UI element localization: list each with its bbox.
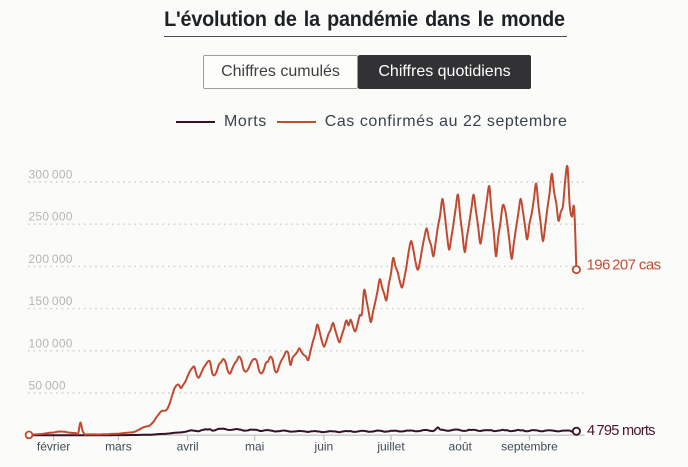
svg-text:juin: juin <box>314 440 334 454</box>
svg-text:50 000: 50 000 <box>29 379 66 393</box>
svg-text:200 000: 200 000 <box>29 252 73 266</box>
svg-text:100 000: 100 000 <box>29 336 73 350</box>
svg-text:4 795 morts: 4 795 morts <box>587 423 655 439</box>
svg-text:juillet: juillet <box>376 440 405 454</box>
svg-text:septembre: septembre <box>501 440 558 454</box>
svg-text:300 000: 300 000 <box>29 168 73 182</box>
svg-text:150 000: 150 000 <box>29 294 73 308</box>
svg-text:196 207 cas: 196 207 cas <box>587 257 661 274</box>
svg-text:février: février <box>37 440 70 454</box>
svg-text:avril: avril <box>177 440 199 454</box>
svg-text:mars: mars <box>105 440 132 454</box>
svg-text:mai: mai <box>245 440 264 454</box>
svg-text:août: août <box>449 440 473 454</box>
svg-text:250 000: 250 000 <box>29 210 73 224</box>
